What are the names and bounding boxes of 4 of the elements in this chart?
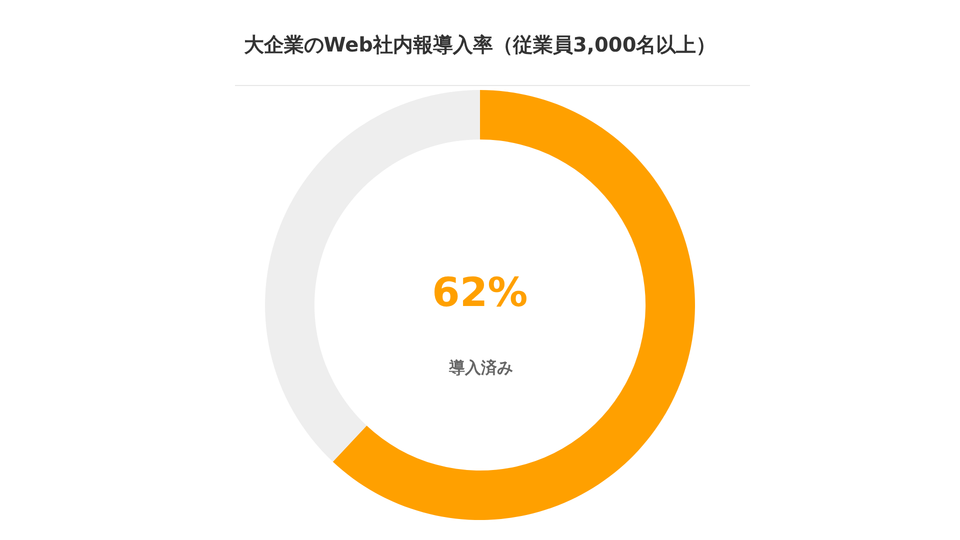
- chart-title: 大企業のWeb社内報導入率（従業員3,000名以上）: [244, 32, 716, 56]
- slice-label: 導入済み: [448, 358, 513, 377]
- data-label: 62%: [432, 270, 528, 316]
- donut-slice: [332, 90, 695, 520]
